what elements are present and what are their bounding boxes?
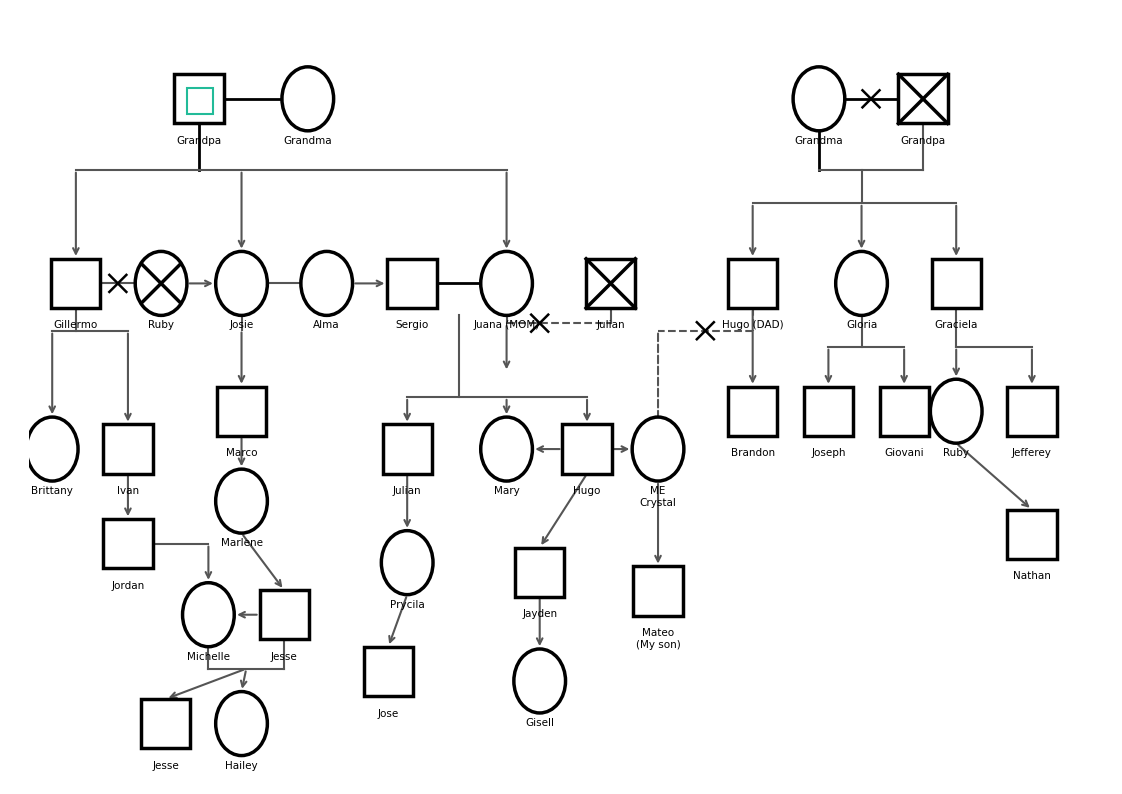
Text: Ruby: Ruby [944,448,969,458]
Ellipse shape [215,252,267,315]
Text: Giovani: Giovani [884,448,923,458]
Bar [52,259,101,308]
Bar [899,74,948,123]
Bar [803,387,853,436]
Ellipse shape [480,417,533,481]
Bar [931,259,981,308]
Text: Mateo
(My son): Mateo (My son) [636,628,680,649]
Text: Jesse: Jesse [153,761,180,771]
Bar [103,519,153,569]
Text: Ivan: Ivan [117,486,139,496]
Ellipse shape [930,380,982,443]
Ellipse shape [27,417,79,481]
Text: Jordan: Jordan [111,580,145,591]
Ellipse shape [480,252,533,315]
Bar [634,566,682,615]
Text: Mary: Mary [494,486,519,496]
Bar [728,259,778,308]
Bar [1008,510,1057,559]
Text: Sergio: Sergio [395,321,429,330]
Ellipse shape [215,469,267,533]
Text: Hugo: Hugo [573,486,600,496]
Bar [187,88,213,114]
Text: Alma: Alma [313,321,340,330]
Ellipse shape [836,252,888,315]
Bar [515,548,564,597]
Bar [174,74,223,123]
Text: Grandpa: Grandpa [901,136,946,146]
Text: Jose: Jose [378,708,399,719]
Text: Nathan: Nathan [1013,571,1051,581]
Text: Gisell: Gisell [525,718,554,728]
Text: Hugo (DAD): Hugo (DAD) [721,321,783,330]
Bar [1008,387,1057,436]
Text: Julian: Julian [393,486,422,496]
Text: Marlene: Marlene [221,538,263,548]
Ellipse shape [136,252,187,315]
Text: Marco: Marco [226,448,257,458]
Text: Josie: Josie [229,321,254,330]
Text: Michelle: Michelle [187,652,230,661]
Text: Grandma: Grandma [284,136,332,146]
Text: Juana (MOM): Juana (MOM) [473,321,540,330]
Bar [364,647,413,696]
Bar [586,259,635,308]
Ellipse shape [632,417,684,481]
Ellipse shape [183,583,234,646]
Text: Grandma: Grandma [794,136,844,146]
Bar [103,425,153,474]
Text: Julian: Julian [597,321,625,330]
Text: Gillermo: Gillermo [54,321,98,330]
Text: Jayden: Jayden [522,609,558,619]
Text: Prycila: Prycila [389,599,424,610]
Text: Brandon: Brandon [730,448,775,458]
Text: Joseph: Joseph [811,448,846,458]
Bar [728,387,778,436]
Bar [562,425,611,474]
Text: Jesse: Jesse [270,652,297,661]
Text: Hailey: Hailey [226,761,258,771]
Bar [141,699,191,748]
Text: Brittany: Brittany [31,486,73,496]
Ellipse shape [381,530,433,595]
Text: Grandpa: Grandpa [176,136,221,146]
Text: Ruby: Ruby [148,321,174,330]
Ellipse shape [215,692,267,756]
Ellipse shape [282,67,333,131]
Text: Jefferey: Jefferey [1012,448,1051,458]
Bar [880,387,929,436]
Ellipse shape [301,252,352,315]
Bar [387,259,436,308]
Text: Gloria: Gloria [846,321,877,330]
Text: Graciela: Graciela [935,321,978,330]
Ellipse shape [514,649,565,713]
Text: ME
Crystal: ME Crystal [640,486,677,507]
Ellipse shape [793,67,845,131]
Bar [383,425,432,474]
Bar [259,590,309,639]
Bar [217,387,266,436]
